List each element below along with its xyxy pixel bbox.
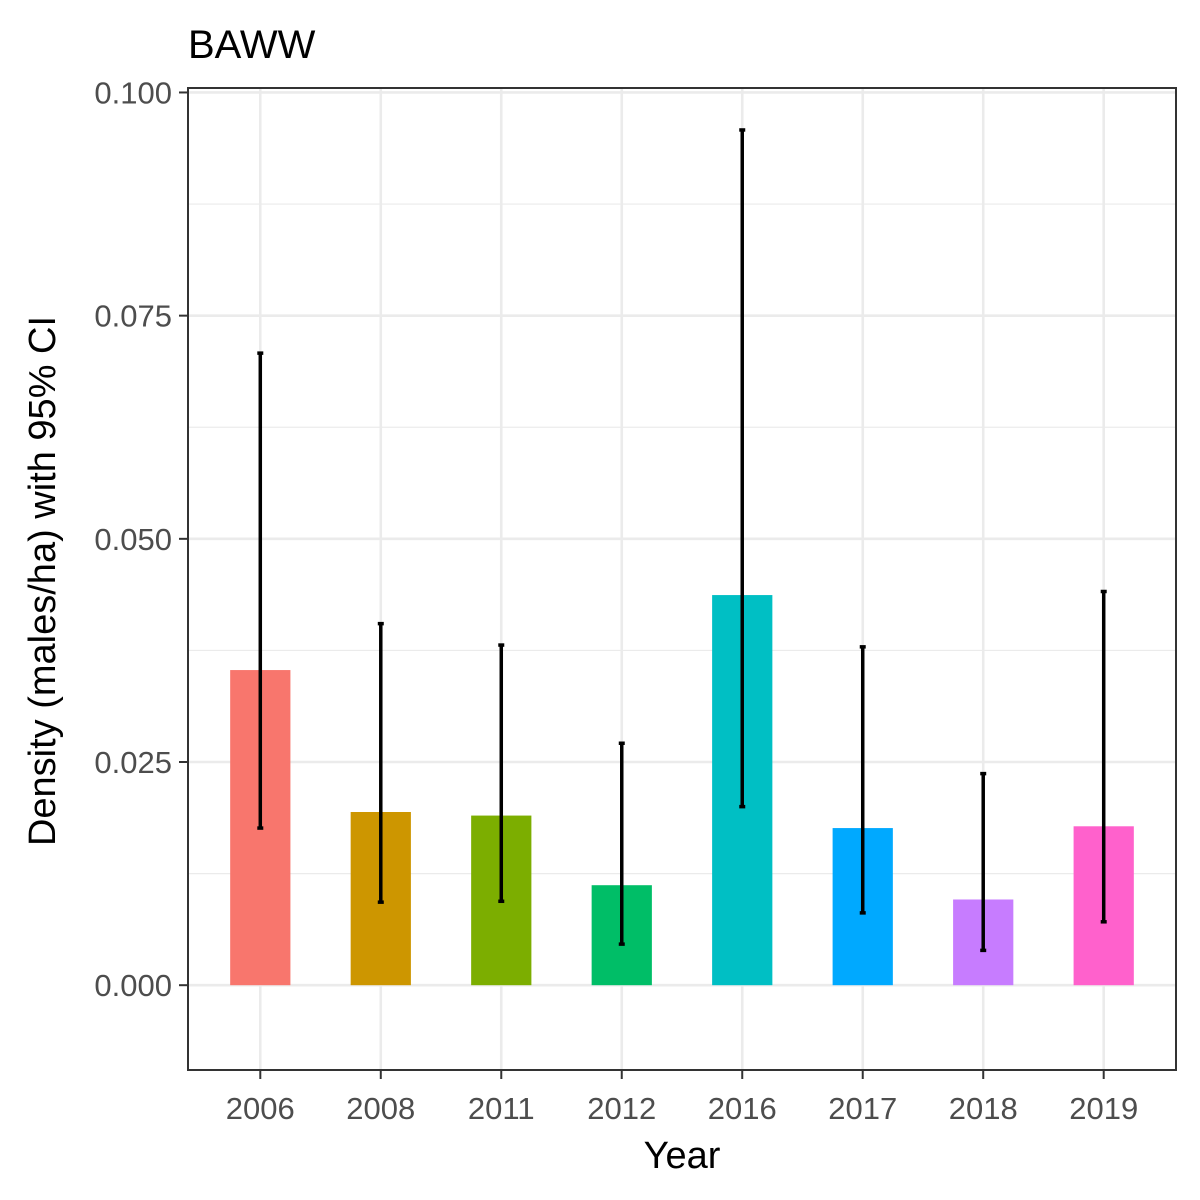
x-tick-label: 2008	[346, 1091, 415, 1126]
y-tick-label: 0.100	[94, 75, 172, 110]
x-tick-label: 2006	[226, 1091, 295, 1126]
grid-lines	[188, 88, 1176, 1070]
x-tick-label: 2011	[468, 1091, 535, 1126]
panel-border	[187, 87, 1177, 1071]
y-tick-label: 0.075	[94, 299, 172, 334]
x-tick-label: 2012	[587, 1091, 656, 1126]
x-axis: 2006 2008 2011 2012 2016 2017 2018 2019	[226, 1070, 1138, 1126]
chart-title: BAWW	[188, 23, 316, 67]
y-axis-title: Density (males/ha) with 95% CI	[22, 316, 64, 846]
x-tick-label: 2019	[1069, 1091, 1138, 1126]
x-axis-title: Year	[644, 1135, 721, 1177]
y-tick-label: 0.000	[94, 968, 172, 1003]
x-tick-label: 2018	[949, 1091, 1018, 1126]
y-tick-label: 0.025	[94, 745, 172, 780]
x-tick-label: 2017	[828, 1091, 897, 1126]
x-tick-label: 2016	[708, 1091, 777, 1126]
error-bars	[257, 128, 1107, 953]
y-tick-label: 0.050	[94, 522, 172, 557]
bars	[230, 595, 1134, 986]
y-axis: 0.000 0.025 0.050 0.075 0.100	[94, 75, 188, 1003]
